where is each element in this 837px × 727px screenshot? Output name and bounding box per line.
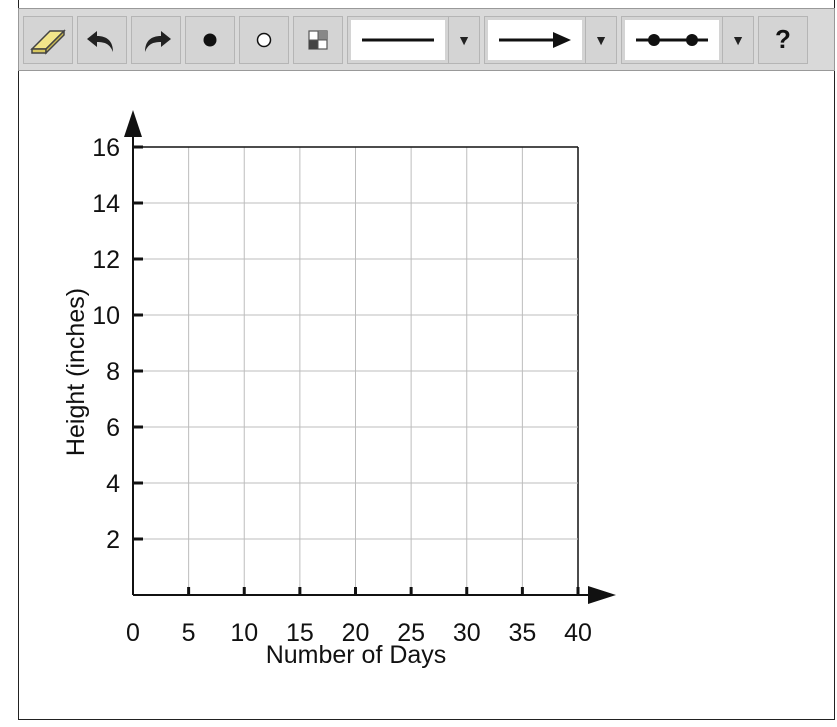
solid-line-icon <box>362 38 434 41</box>
x-tick-label: 20 <box>342 619 370 647</box>
filled-point-icon <box>203 33 217 46</box>
filled-point-button[interactable] <box>185 15 235 64</box>
redo-button[interactable] <box>131 15 181 64</box>
x-tick-label: 25 <box>397 619 425 647</box>
segment-style-preview <box>625 19 719 60</box>
graph-frame <box>18 0 835 720</box>
undo-icon <box>87 30 113 52</box>
x-tick-label: 35 <box>508 619 536 647</box>
segment-style-select[interactable]: ▼ <box>621 15 754 64</box>
y-tick-label: 2 <box>106 526 120 554</box>
eraser-icon <box>30 28 66 55</box>
x-tick-label: 15 <box>286 619 314 647</box>
eraser-button[interactable] <box>23 15 73 64</box>
toolbar: ▼ ▼ ▼ ? <box>18 8 835 71</box>
grid-toggle-button[interactable] <box>293 15 343 64</box>
open-point-icon <box>256 32 272 47</box>
line-style-dropdown[interactable]: ▼ <box>448 16 479 63</box>
y-tick-label: 14 <box>92 190 120 218</box>
x-axis-label: Number of Days <box>266 641 447 669</box>
y-tick-label: 6 <box>106 414 120 442</box>
x-tick-label: 10 <box>230 619 258 647</box>
y-tick-label: 12 <box>92 246 120 274</box>
segment-style-dropdown[interactable]: ▼ <box>722 16 753 63</box>
grid-toggle-icon <box>308 29 328 50</box>
x-axis-arrow-icon <box>588 586 616 604</box>
y-axis-arrow-icon <box>124 110 142 137</box>
arrow-style-select[interactable]: ▼ <box>484 15 617 64</box>
x-tick-label: 30 <box>453 619 481 647</box>
undo-button[interactable] <box>77 15 127 64</box>
line-style-select[interactable]: ▼ <box>347 15 480 64</box>
open-point-button[interactable] <box>239 15 289 64</box>
line-style-preview <box>351 19 445 60</box>
y-tick-label: 4 <box>106 470 120 498</box>
x-tick-label: 5 <box>182 619 196 647</box>
arrow-style-preview <box>488 19 582 60</box>
chevron-down-icon: ▼ <box>457 31 471 48</box>
chevron-down-icon: ▼ <box>731 31 745 48</box>
arrow-line-icon <box>499 31 571 48</box>
x-tick-label: 0 <box>126 619 140 647</box>
help-button[interactable]: ? <box>758 15 808 64</box>
redo-icon <box>145 30 171 52</box>
y-tick-label: 10 <box>92 302 120 330</box>
segment-line-icon <box>636 33 708 46</box>
y-axis-label: Height (inches) <box>62 288 90 456</box>
chevron-down-icon: ▼ <box>594 31 608 48</box>
y-tick-label: 16 <box>92 134 120 162</box>
y-tick-label: 8 <box>106 358 120 386</box>
x-tick-label: 40 <box>564 619 592 647</box>
arrow-style-dropdown[interactable]: ▼ <box>585 16 616 63</box>
